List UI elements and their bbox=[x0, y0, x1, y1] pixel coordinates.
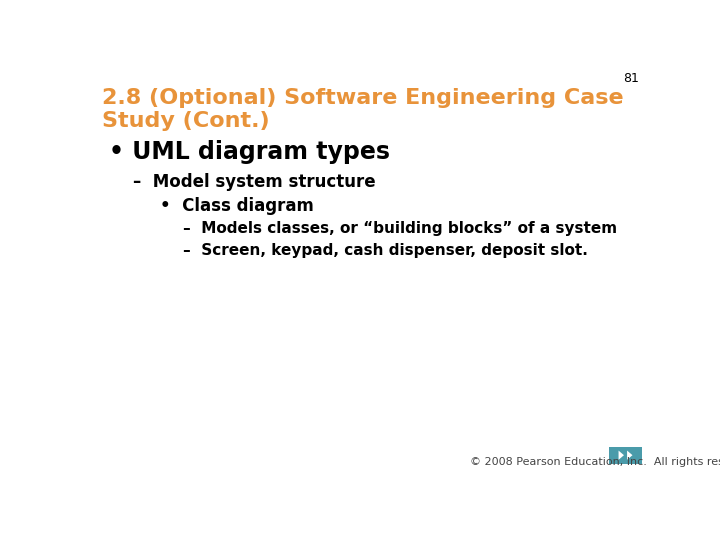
Text: 2.8 (Optional) Software Engineering Case: 2.8 (Optional) Software Engineering Case bbox=[102, 88, 624, 108]
Text: •  Class diagram: • Class diagram bbox=[160, 197, 314, 215]
Text: • UML diagram types: • UML diagram types bbox=[109, 140, 390, 164]
Bar bbox=[609, 447, 642, 464]
Polygon shape bbox=[627, 450, 632, 460]
Text: –  Model system structure: – Model system structure bbox=[132, 173, 375, 191]
Polygon shape bbox=[618, 450, 624, 460]
Text: Study (Cont.): Study (Cont.) bbox=[102, 111, 269, 131]
Text: © 2008 Pearson Education, Inc.  All rights reserved.: © 2008 Pearson Education, Inc. All right… bbox=[469, 457, 720, 467]
Text: 81: 81 bbox=[623, 72, 639, 85]
Text: –  Models classes, or “building blocks” of a system: – Models classes, or “building blocks” o… bbox=[183, 221, 617, 236]
Text: –  Screen, keypad, cash dispenser, deposit slot.: – Screen, keypad, cash dispenser, deposi… bbox=[183, 244, 588, 259]
